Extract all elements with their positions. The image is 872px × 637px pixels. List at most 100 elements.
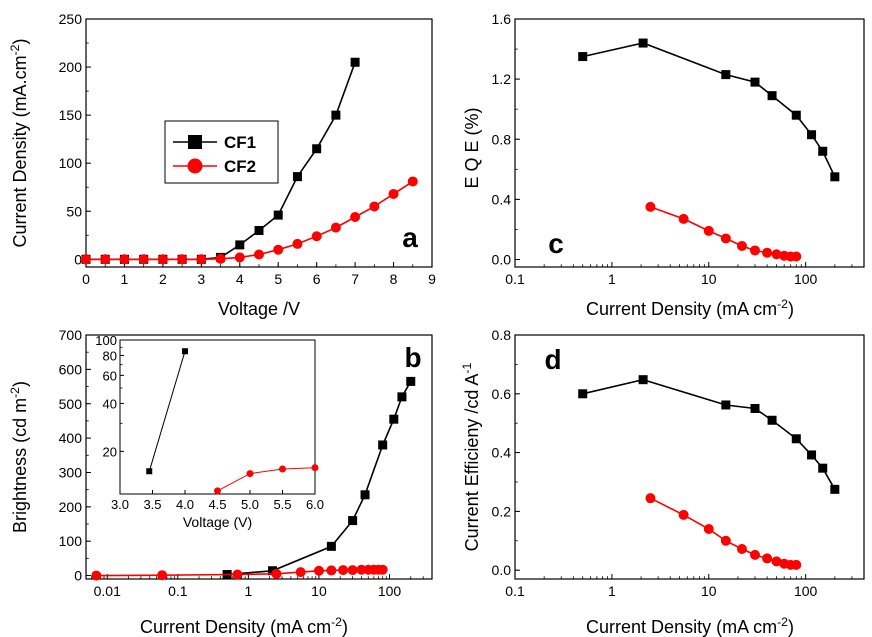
series-CF1-point-6 [807,450,817,460]
series-CF2-point-5 [177,254,188,265]
x-axis-label-sup: -2 [777,297,788,311]
inset-y-tick-label: 80 [103,348,117,363]
series-CF2-point-4 [295,567,306,578]
series-CF1-point-2 [326,541,336,551]
legend-marker-CF2 [187,158,203,174]
series-CF2-point-10 [273,244,284,255]
x-tick-label: 0.1 [168,583,188,599]
series-CF1-point-5 [791,434,801,444]
series-CF2-point-3 [138,254,149,265]
x-tick-label: 0.1 [505,271,525,287]
series-CF2-point-14 [350,212,361,223]
x-tick-label: 8 [390,271,398,287]
y-tick-label: 50 [66,203,82,219]
x-axis-label-main: Current Density (mA cm [586,299,777,319]
series-CF2-point-11 [292,238,303,249]
inset-x-axis-label: Voltage (V) [183,514,252,530]
x-tick-label: 6 [313,271,321,287]
x-axis-label: Current Density (mA cm-2) [586,297,794,319]
y-tick-label: 700 [59,327,83,343]
series-CF2-point-9 [254,249,264,260]
series-CF2-point-12 [311,231,322,242]
series-CF2-point-8 [347,565,358,576]
legend-marker-CF1 [188,135,202,149]
y-axis-label-main: Current Density (mA.cm [10,55,30,247]
y-axis-label-main: Brightness (cd m [10,398,30,533]
series-CF1-point-7 [397,392,407,402]
series-CF2-point-7 [771,556,782,567]
x-axis-label: Current Density (mA cm-2) [586,615,794,637]
series-CF2-point-1 [100,254,111,265]
y-axis-label-sup: -1 [460,362,474,373]
series-CF2-point-2 [703,524,714,535]
panel-letter: a [402,222,418,253]
series-CF2-point-5 [313,565,324,576]
x-tick-label: 1 [244,583,252,599]
series-CF2-point-2 [232,569,243,580]
series-CF1-point-4 [360,490,370,500]
series-CF1-point-5 [378,440,388,450]
inset-x-tick-label: 5.5 [273,497,291,512]
inset-series-CF2-point-0 [214,487,221,495]
y-tick-label: 0 [74,568,82,584]
series-CF2-point-6 [762,553,773,564]
x-tick-label: 100 [378,583,402,599]
series-CF2-point-0 [645,201,656,212]
x-tick-label: 4 [236,271,244,287]
series-CF2-point-7 [338,565,349,576]
series-CF1-point-7 [818,463,828,473]
inset-series-CF2-line [217,467,316,492]
series-CF1-point-7 [818,146,828,156]
legend-box [164,120,279,184]
series-CF2-point-5 [750,245,761,256]
series-CF2-point-9 [356,564,367,575]
y-axis-label: Current Density (mA.cm-2) [8,39,30,248]
series-CF2-point-6 [326,565,337,576]
series-CF1-point-12 [312,144,322,154]
inset-series-CF1-line [148,351,186,472]
series-CF2-point-13 [377,564,388,575]
x-axis-label-sup: -2 [331,615,342,629]
series-CF2-point-0 [91,570,102,581]
series-CF1-point-6 [807,130,817,140]
x-tick-label: 1 [608,583,616,599]
x-tick-label: 7 [351,271,359,287]
series-CF1-point-4 [767,415,777,425]
series-CF1-point-14 [350,57,360,67]
series-CF1-point-2 [721,70,731,80]
series-CF2-point-15 [369,201,380,212]
series-CF1-point-13 [331,110,341,120]
x-axis-label-tail: ) [342,617,348,637]
series-CF1-point-8 [235,240,245,250]
series-CF2-point-8 [234,252,245,263]
y-tick-label: 0.0 [492,252,512,268]
series-CF2-point-17 [407,176,418,187]
x-tick-label: 100 [794,583,818,599]
series-CF1-point-4 [767,91,777,101]
series-CF2-point-6 [196,254,207,265]
series-CF2-point-2 [119,254,130,265]
y-tick-label: 300 [59,465,83,481]
x-tick-label: 5 [274,271,282,287]
y-tick-label: 0.4 [492,191,512,207]
inset-x-tick-label: 5.0 [241,497,259,512]
x-axis-label-sup: -2 [777,615,788,629]
y-tick-label: 150 [59,107,83,123]
series-CF2-point-1 [157,570,168,581]
inset-y-tick-label: 20 [103,444,117,459]
y-tick-label: 600 [59,361,83,377]
x-axis-label-main: Current Density (mA cm [140,617,331,637]
series-CF1-point-0 [578,52,588,62]
x-axis-label: Current Density (mA cm-2) [140,615,348,637]
series-CF1-point-11 [292,172,302,182]
inset-x-tick-label: 4.5 [208,497,226,512]
series-CF1-point-10 [273,210,283,220]
inset-series-CF1-point-1 [182,348,188,355]
series-CF2-point-10 [791,559,802,570]
series-CF2-point-5 [750,549,761,560]
y-tick-label: 200 [59,59,83,75]
x-tick-label: 1 [608,271,616,287]
x-tick-label: 10 [701,271,717,287]
